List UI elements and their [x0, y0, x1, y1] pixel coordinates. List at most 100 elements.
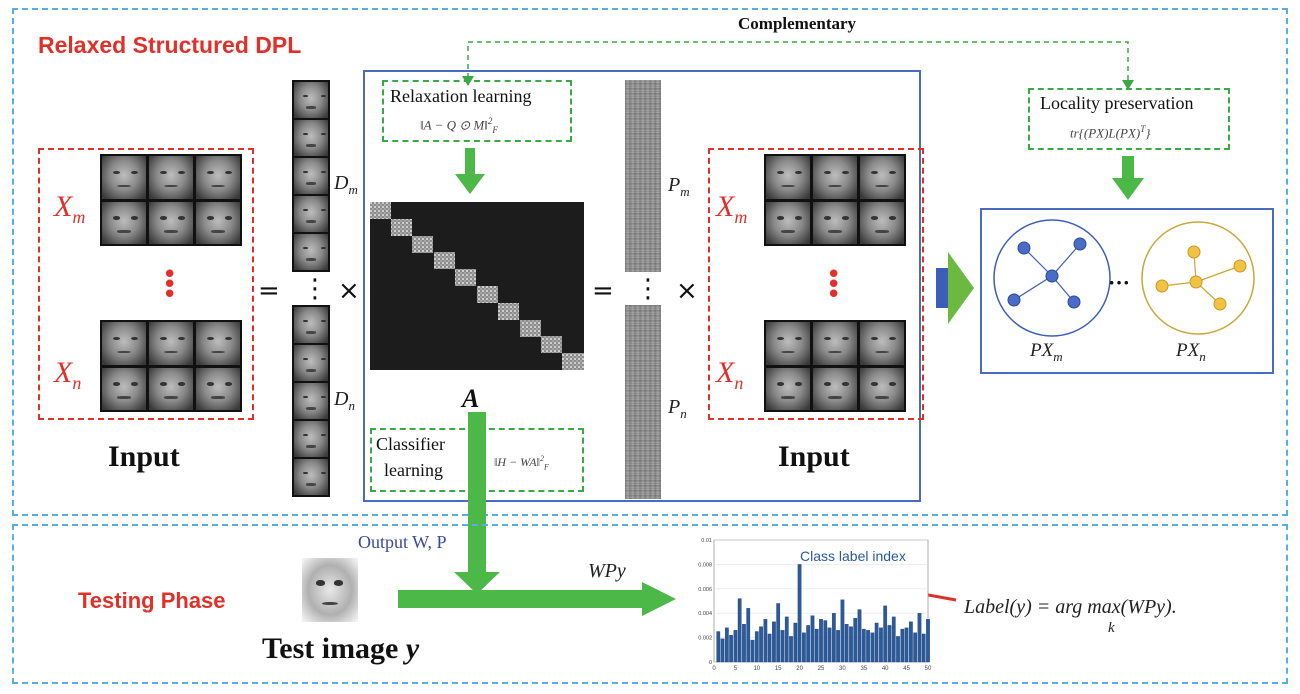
times-sign-right: ×: [676, 276, 698, 306]
chart-bar: [724, 627, 729, 663]
chart-bar: [917, 613, 922, 663]
to-graph-arrow: [936, 252, 974, 324]
face-image: [196, 367, 240, 410]
training-frame: [12, 8, 1288, 516]
face-image: [294, 459, 328, 495]
right-input-box: [708, 148, 924, 420]
chart-x-tick-label: 40: [882, 666, 889, 672]
output-down-arrow: [454, 412, 500, 594]
chart-bar: [784, 616, 789, 663]
chart-bar: [921, 633, 926, 663]
face-image: [813, 367, 857, 410]
chart-x-tick-label: 15: [775, 666, 782, 672]
face-image: [860, 156, 904, 199]
face-image: [149, 322, 193, 365]
dn-label: Dn: [334, 388, 355, 413]
face-image: [766, 367, 810, 410]
training-title: Relaxed Structured DPL: [38, 32, 302, 58]
chart-x-tick-label: 0: [712, 666, 716, 672]
face-image: [813, 322, 857, 365]
relaxation-down-arrow: [455, 148, 485, 194]
left-xn-faces: [100, 320, 242, 412]
chart-x-tick-label: 25: [818, 666, 825, 672]
right-xn-faces: [764, 320, 906, 412]
projection-strip-pn: [625, 305, 661, 499]
face-image: [102, 322, 146, 365]
matrix-a-label: A: [462, 384, 480, 413]
chart-bar: [891, 616, 896, 663]
face-image: [294, 82, 328, 118]
classifier-learning-title-1: Classifier: [376, 434, 445, 454]
left-xm-faces: [100, 154, 242, 246]
chart-bar: [729, 635, 733, 663]
chart-bar: [793, 622, 798, 663]
chart-x-ticks: 0 5 10 15 20 25 30 35 40 45 50: [712, 666, 932, 672]
chart-bar: [746, 608, 751, 663]
locality-preservation-formula: tr{(PX)L(PX)T}: [1070, 124, 1151, 141]
complementary-arrowhead-left: [462, 76, 474, 86]
chart-bar: [763, 619, 768, 663]
locality-preservation-title: Locality preservation: [1040, 93, 1194, 113]
chart-bar: [926, 619, 930, 663]
chart-bar: [789, 636, 793, 663]
chart-bar: [853, 617, 858, 663]
chart-bar: [913, 632, 918, 663]
dictionary-strip-dn: [292, 305, 330, 497]
face-image: [102, 201, 146, 244]
chart-bar: [767, 633, 772, 663]
classifier-learning-title-2: learning: [384, 460, 443, 480]
face-image: [294, 234, 328, 270]
chart-y-tick-label: 0.01: [701, 538, 712, 544]
face-image: [294, 421, 328, 457]
left-xm-label: Xm: [54, 190, 86, 227]
pxm-label: PXm: [1030, 340, 1063, 364]
pxn-label: PXn: [1176, 340, 1206, 364]
face-image: [149, 367, 193, 410]
chart-bar: [883, 605, 888, 663]
chart-bar: [759, 626, 763, 663]
complementary-label: Complementary: [738, 14, 857, 33]
label-formula-subscript: k: [1108, 620, 1115, 636]
face-image: [766, 201, 810, 244]
face-image: [294, 307, 328, 343]
locality-down-arrow: [1112, 156, 1144, 200]
chart-bar: [776, 603, 781, 663]
pn-label: Pn: [668, 396, 687, 421]
dm-label: Dm: [334, 172, 358, 197]
wpy-label: WPy: [588, 560, 626, 582]
chart-bars: [716, 564, 930, 663]
chart-bar: [819, 619, 823, 663]
testing-frame: [12, 524, 1288, 684]
face-image: [149, 201, 193, 244]
chart-bar: [904, 627, 909, 663]
face-image: [294, 158, 328, 194]
face-image: [860, 367, 904, 410]
class-label-index-annotation: Class label index: [800, 548, 906, 564]
chart-y-tick-label: 0.002: [698, 636, 712, 642]
chart-bar: [780, 630, 785, 663]
relaxation-learning-formula: ‖A − Q ⊙ M‖2F: [420, 116, 498, 135]
complementary-arrowhead-right: [1122, 80, 1134, 90]
right-xn-label: Xn: [716, 356, 744, 393]
chart-bar: [866, 630, 870, 663]
vdots-d: ⋮: [302, 274, 328, 304]
projection-graph-box: [980, 208, 1274, 374]
chart-x-tick-label: 35: [860, 666, 867, 672]
classifier-learning-formula: ‖H − WA‖2F: [494, 454, 549, 472]
chart-bar: [772, 621, 776, 663]
chart-x-tick-label: 20: [796, 666, 803, 672]
equals-sign-left: =: [258, 276, 280, 306]
test-face-image: [302, 558, 358, 622]
output-wp-label: Output W, P: [358, 532, 447, 552]
chart-x-tick-label: 30: [839, 666, 846, 672]
vdots-p: ⋮: [635, 274, 661, 304]
equals-sign-middle: =: [592, 276, 614, 306]
chart-y-tick-label: 0.008: [698, 562, 712, 568]
chart-bar: [831, 613, 836, 663]
chart-x-tick-label: 10: [753, 666, 760, 672]
face-image: [294, 383, 328, 419]
wpy-right-arrow: [398, 582, 676, 616]
right-xm-faces: [764, 154, 906, 246]
face-image: [294, 345, 328, 381]
chart-bar: [810, 615, 815, 663]
